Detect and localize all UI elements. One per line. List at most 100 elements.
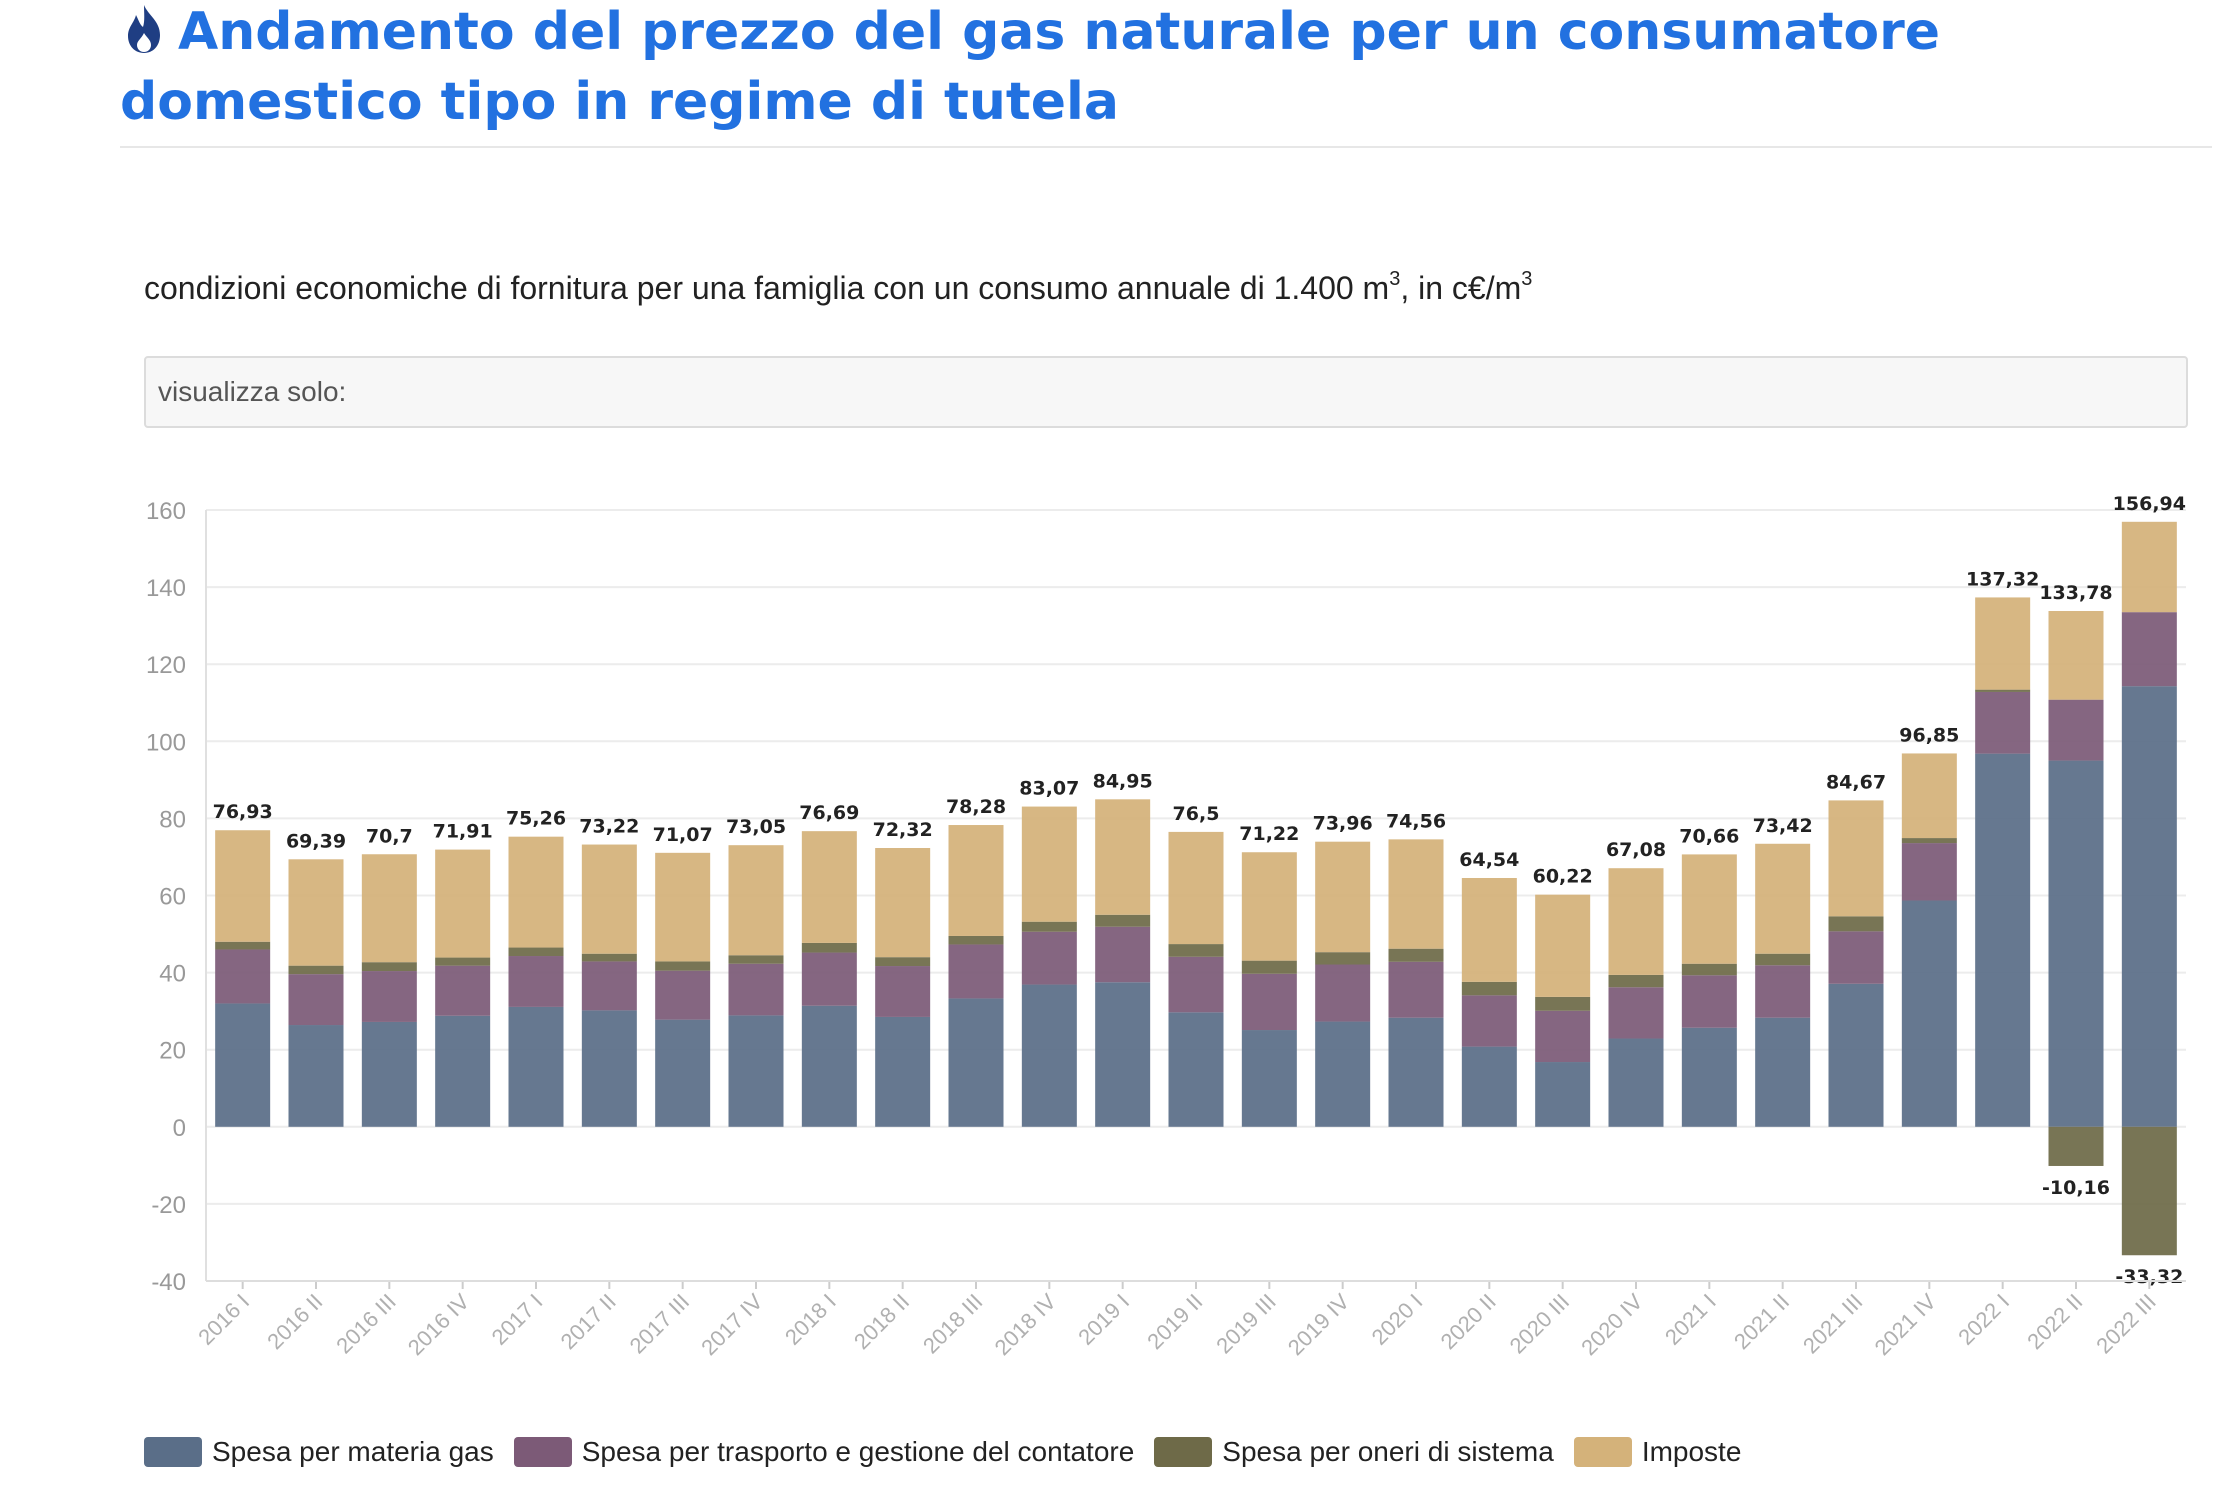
bar-segment [2048, 760, 2104, 1127]
y-tick-label: -20 [151, 1192, 186, 1219]
bar-segment [801, 942, 857, 953]
x-tick-label: 2016 II [262, 1289, 327, 1354]
x-tick-label: 2017 IV [696, 1289, 768, 1361]
bar-segment [1901, 753, 1957, 839]
bar-segment [1241, 960, 1297, 974]
bar-segment [1241, 973, 1297, 1031]
bar-segment [948, 944, 1004, 999]
bar-segment [1535, 1062, 1591, 1127]
total-data-label: 133,78 [2039, 582, 2112, 604]
bar-segment [948, 935, 1004, 945]
bar-segment [728, 1015, 784, 1127]
filter-label: visualizza solo: [158, 376, 347, 407]
negative-data-label: -10,16 [2042, 1177, 2110, 1199]
chart-subtitle-sup-1: 3 [1389, 268, 1401, 290]
total-data-label: 76,69 [799, 802, 859, 824]
x-tick-label: 2017 I [487, 1289, 548, 1350]
y-tick-label: -40 [151, 1269, 186, 1296]
chart-legend: Spesa per materia gas Spesa per trasporto… [144, 1436, 1761, 1468]
total-data-label: 71,91 [433, 821, 493, 843]
bar-segment [1095, 914, 1151, 927]
total-data-label: 75,26 [506, 808, 566, 830]
bar-segment [508, 956, 564, 1007]
bar-segment [435, 965, 491, 1016]
bar-segment [875, 957, 931, 967]
bar-segment [361, 971, 417, 1022]
x-tick-label: 2017 II [556, 1289, 621, 1354]
bar-segment [1681, 963, 1737, 976]
total-data-label: 71,07 [653, 824, 713, 846]
legend-swatch [1573, 1437, 1632, 1467]
bar-segment [1901, 838, 1957, 844]
bar-segment [288, 1025, 344, 1127]
x-tick-label: 2019 II [1142, 1289, 1207, 1354]
legend-item[interactable]: Spesa per oneri di sistema [1154, 1436, 1554, 1468]
bar-segment [361, 1021, 417, 1127]
x-tick-label: 2021 II [1729, 1289, 1794, 1354]
legend-item[interactable]: Imposte [1573, 1436, 1741, 1468]
legend-item[interactable]: Spesa per trasporto e gestione del conta… [513, 1436, 1134, 1468]
bar-segment [1461, 995, 1517, 1047]
bar-segment [1535, 894, 1591, 997]
x-tick-label: 2019 I [1073, 1289, 1134, 1350]
x-tick-label: 2016 III [331, 1289, 401, 1359]
x-tick-label: 2020 III [1505, 1289, 1575, 1359]
bar-segment [655, 961, 711, 971]
bar-segment [875, 848, 931, 958]
x-tick-label: 2017 III [625, 1289, 695, 1359]
bar-segment [655, 852, 711, 962]
bar-segment [1095, 926, 1151, 983]
bar-segment [1168, 1012, 1224, 1127]
y-tick-label: 40 [159, 961, 186, 988]
bar-segment [1461, 1046, 1517, 1127]
page-title-text: Andamento del prezzo del gas naturale pe… [120, 2, 1941, 132]
total-data-label: 76,5 [1173, 803, 1220, 825]
y-tick-label: 0 [173, 1115, 186, 1142]
bar-segment [1388, 839, 1444, 949]
bar-segment [1315, 952, 1371, 965]
total-data-label: 84,67 [1826, 771, 1886, 793]
bar-segment [1755, 843, 1811, 954]
x-tick-label: 2022 III [2091, 1289, 2161, 1359]
total-data-label: 60,22 [1533, 866, 1593, 888]
bar-segment [1608, 974, 1664, 988]
bar-segment [1241, 852, 1297, 961]
bar-segment [1608, 987, 1664, 1039]
x-tick-label: 2022 I [1953, 1289, 2014, 1350]
total-data-label: 70,7 [366, 825, 413, 847]
bar-segment [1828, 916, 1884, 932]
x-tick-label: 2019 IV [1283, 1289, 1355, 1361]
total-data-label: 72,32 [873, 819, 933, 841]
y-tick-label: 120 [146, 652, 186, 679]
bar-segment [2121, 521, 2177, 613]
bar-segment [1535, 1010, 1591, 1063]
bar-segment [1168, 831, 1224, 945]
bar-segment [288, 974, 344, 1026]
total-data-label: 73,22 [579, 816, 639, 838]
bar-segment [1755, 953, 1811, 966]
negative-data-label: -33,32 [2115, 1266, 2183, 1288]
total-data-label: 76,93 [213, 801, 273, 823]
bar-segment [655, 1019, 711, 1127]
bar-segment [1168, 956, 1224, 1013]
x-tick-label: 2016 I [193, 1289, 254, 1350]
x-tick-label: 2018 III [918, 1289, 988, 1359]
chart-subtitle-main: condizioni economiche di fornitura per u… [144, 270, 1390, 306]
bar-segment [215, 1003, 271, 1127]
total-data-label: 74,56 [1386, 810, 1446, 832]
bar-segment [361, 854, 417, 963]
bar-segment [288, 859, 344, 966]
total-data-label: 96,85 [1899, 724, 1959, 746]
bar-segment [1388, 961, 1444, 1018]
legend-item[interactable]: Spesa per materia gas [144, 1436, 494, 1468]
bar-segment [1608, 1038, 1664, 1127]
bar-segment [215, 941, 271, 950]
bar-segment [1828, 983, 1884, 1127]
filter-select[interactable]: visualizza solo: [144, 356, 2188, 428]
total-data-label: 73,42 [1753, 815, 1813, 837]
bar-segment [1975, 753, 2031, 1127]
bar-segment [435, 849, 491, 958]
x-tick-label: 2020 II [1436, 1289, 1501, 1354]
legend-label: Spesa per oneri di sistema [1222, 1436, 1554, 1467]
bar-segment [655, 970, 711, 1020]
